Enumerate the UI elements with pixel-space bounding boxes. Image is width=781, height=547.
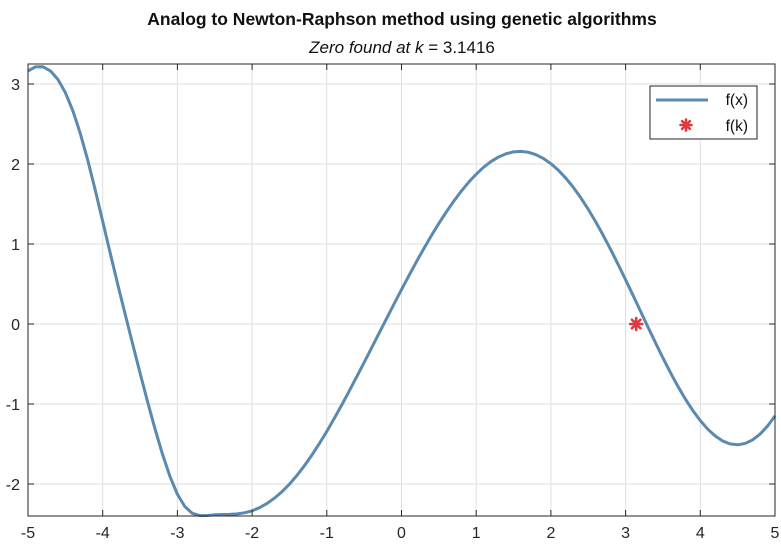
chart-subtitle: Zero found at k = 3.1416 [308, 38, 495, 57]
x-tick-label: -3 [170, 525, 184, 542]
y-tick-label: -1 [6, 397, 20, 414]
subtitle-variable: k [415, 38, 425, 57]
series [27, 65, 777, 518]
legend-label-fx: f(x) [726, 92, 748, 109]
y-tick-label: 1 [11, 237, 20, 254]
legend-marker-swatch [679, 118, 693, 132]
subtitle-prefix: Zero found at [308, 38, 415, 57]
x-tick-label: 2 [546, 525, 555, 542]
y-tick-label: 3 [11, 77, 20, 94]
y-tick-label: -2 [6, 477, 20, 494]
x-tick-label: -2 [245, 525, 259, 542]
y-tick-label: 0 [11, 317, 20, 334]
legend: f(x) f(k) [649, 85, 758, 140]
chart-title: Analog to Newton-Raphson method using ge… [147, 9, 657, 29]
subtitle-value: = 3.1416 [423, 38, 494, 57]
x-tick-label: 5 [771, 525, 780, 542]
x-tick-label: 4 [696, 525, 705, 542]
series-line-fx [27, 65, 777, 518]
marker-fk [628, 316, 644, 332]
legend-star-icon [679, 118, 693, 132]
x-tick-label: 3 [621, 525, 630, 542]
legend-box [649, 85, 758, 140]
x-tick-label: -5 [21, 525, 35, 542]
y-tick-label: 2 [11, 157, 20, 174]
x-tick-label: 1 [472, 525, 481, 542]
ticks: -5 -4 -3 -2 -1 0 1 2 3 4 5 -2 -1 0 1 2 3 [6, 64, 780, 542]
legend-label-fk: f(k) [726, 118, 748, 135]
x-tick-label: -4 [96, 525, 110, 542]
x-tick-label: 0 [397, 525, 406, 542]
x-tick-label: -1 [320, 525, 334, 542]
